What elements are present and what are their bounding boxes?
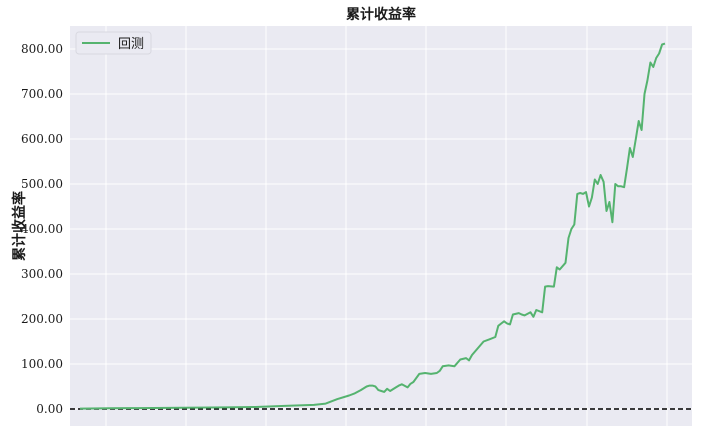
y-tick-label: 200.00 [21, 312, 63, 326]
chart-title: 累计收益率 [346, 6, 416, 23]
y-tick-label: 100.00 [21, 357, 63, 371]
grid-lines [70, 26, 692, 426]
y-tick-label: 300.00 [21, 267, 63, 281]
legend-box [75, 31, 152, 55]
y-tick-label: 700.00 [21, 87, 63, 101]
legend-label: 回测 [118, 37, 144, 52]
plot-background [70, 26, 692, 426]
series-layer [79, 42, 666, 410]
series-line-backtest [79, 42, 666, 410]
y-axis-label: 累计收益率 [11, 191, 28, 261]
y-tick-label: 0.00 [36, 402, 63, 416]
legend: 回测 [75, 31, 152, 55]
y-tick-label: 500.00 [21, 177, 63, 191]
y-tick-label: 800.00 [21, 42, 63, 56]
y-tick-label: 600.00 [21, 132, 63, 146]
y-tick-label: 400.00 [21, 222, 63, 236]
y-tick-labels: 0.00 100.00 200.00 300.00 400.00 500.00 600.00… [21, 42, 63, 416]
